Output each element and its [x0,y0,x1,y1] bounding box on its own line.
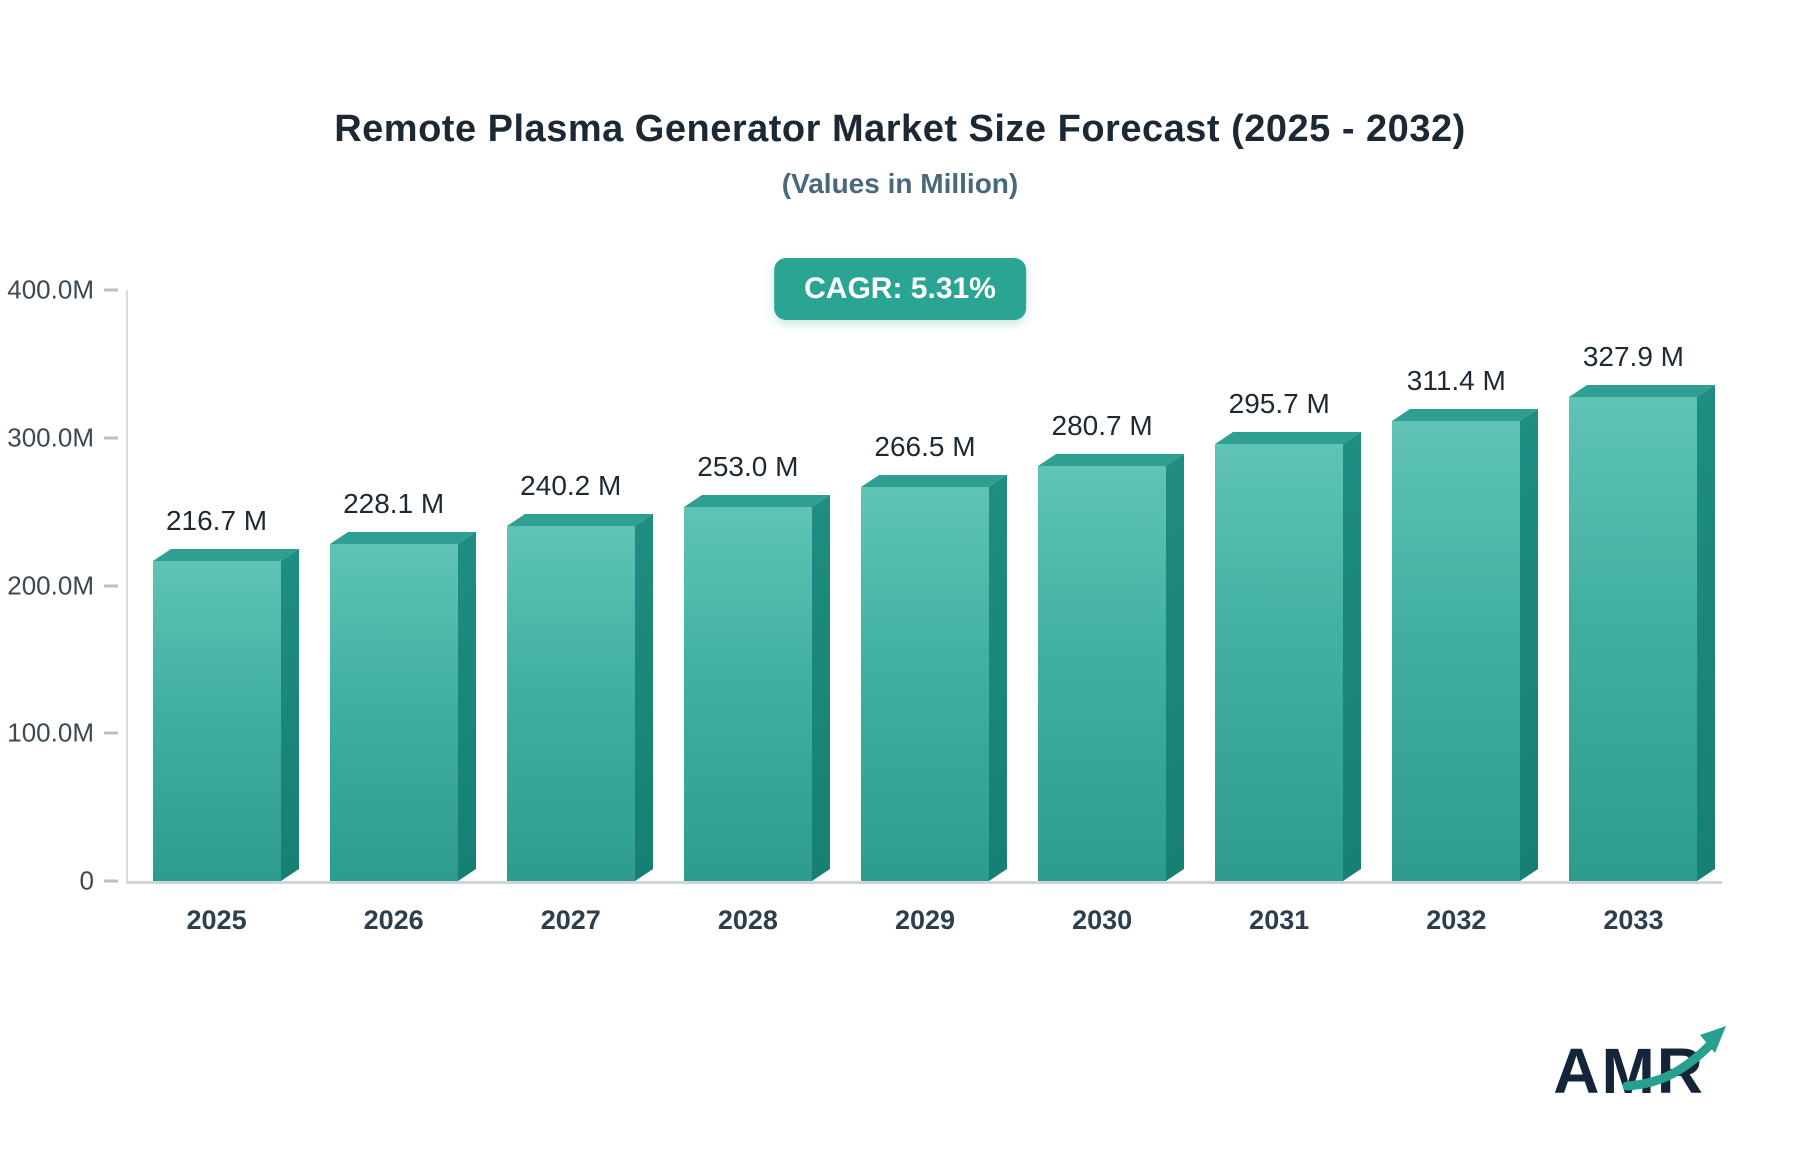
x-axis-labels: 2025 2026 2027 2028 2029 2030 2031 2032 2033 [128,905,1722,936]
y-axis-tick: 200.0M [7,570,118,601]
chart-title: Remote Plasma Generator Market Size Fore… [334,108,1466,150]
bar-2033: 327.9 M [1569,341,1716,881]
bar-2032: 311.4 M [1392,365,1539,881]
bar-chart: 0 100.0M 200.0M 300.0M 400.0M 216.7 M 228.1 M… [7,275,1722,935]
bar-value-label: 295.7 M [1228,388,1330,420]
bar-top-face [506,514,653,527]
bar-top-face [329,531,476,544]
bar-value-label: 280.7 M [1051,410,1153,442]
bar-slot: 327.9 M [1545,290,1722,881]
y-axis-tick-label: 100.0M [7,717,94,748]
bar-side-face [1343,432,1362,881]
x-axis-label: 2032 [1426,905,1487,935]
y-axis-tick-label: 300.0M [7,422,94,453]
bar-side-face [457,531,476,881]
bar-top-face [683,495,830,508]
y-axis-tick-label: 0 [79,865,94,896]
x-axis-label: 2025 [186,905,247,935]
bars-area: 216.7 M 228.1 M 240.2 M 253.0 M 266.5 M 280.7… [128,290,1722,881]
bar-2029: 266.5 M [860,431,1007,881]
bar-value-label: 311.4 M [1406,364,1506,396]
bar-2025: 216.7 M [152,505,299,881]
bar-side-face [988,475,1007,881]
bar-slot: 253.0 M [659,290,836,881]
bar-2026: 228.1 M [329,488,476,881]
bar-slot: 240.2 M [482,290,659,881]
bar-value-label: 228.1 M [343,487,445,519]
bar-value-label: 266.5 M [874,431,976,463]
bar-side-face [634,514,653,881]
bar-slot: 216.7 M [128,290,305,881]
y-axis-tick: 300.0M [7,422,118,453]
bar-slot: 311.4 M [1368,290,1545,881]
x-axis-label: 2027 [540,905,601,935]
y-axis-tick-mark [104,436,118,440]
bar-2028: 253.0 M [683,451,830,881]
bar-top-face [860,475,1007,488]
bar-slot: 266.5 M [836,290,1013,881]
x-axis-label: 2028 [717,905,778,935]
bar-slot: 280.7 M [1014,290,1191,881]
bar-top-face [1569,384,1716,397]
x-axis-label: 2029 [894,905,956,935]
y-axis-tick: 100.0M [7,718,118,749]
bar-top-face [1392,408,1539,421]
amr-logo: AMR [1553,1026,1726,1108]
bar-side-face [1166,454,1185,881]
bar-side-face [280,548,299,881]
cagr-badge-label: CAGR: 5.31% [804,272,996,305]
x-axis-label: 2026 [363,905,424,935]
bar-2030: 280.7 M [1038,410,1185,881]
bar-slot: 295.7 M [1191,290,1368,881]
chart-subtitle: (Values in Million) [781,168,1019,199]
amr-logo-arrow-icon [1622,1026,1726,1091]
bar-top-face [1215,432,1362,445]
bar-side-face [811,495,830,881]
bar-top-face [152,548,299,561]
bar-value-label: 253.0 M [697,451,799,483]
x-axis-label: 2033 [1603,905,1664,935]
bar-2027: 240.2 M [506,470,653,881]
x-axis-label: 2031 [1249,905,1310,935]
y-axis-tick-mark [104,731,118,735]
y-axis-tick-mark [104,879,118,883]
bar-value-label: 240.2 M [520,470,622,502]
x-axis-label: 2030 [1072,905,1133,935]
bar-slot: 228.1 M [305,290,482,881]
y-axis-tick: 400.0M [7,275,118,306]
cagr-badge: CAGR: 5.31% [774,258,1026,320]
y-axis-tick-label: 400.0M [7,274,94,305]
bar-top-face [1038,454,1185,467]
bar-2031: 295.7 M [1215,388,1362,881]
y-axis-tick: 0 [80,866,118,897]
bar-value-label: 216.7 M [165,504,268,536]
bar-side-face [1520,408,1539,881]
bar-side-face [1697,384,1716,881]
bar-value-label: 327.9 M [1582,340,1685,372]
y-axis-tick-mark [104,584,118,587]
y-axis-tick-mark [104,288,118,292]
y-axis-tick-label: 200.0M [7,570,94,600]
